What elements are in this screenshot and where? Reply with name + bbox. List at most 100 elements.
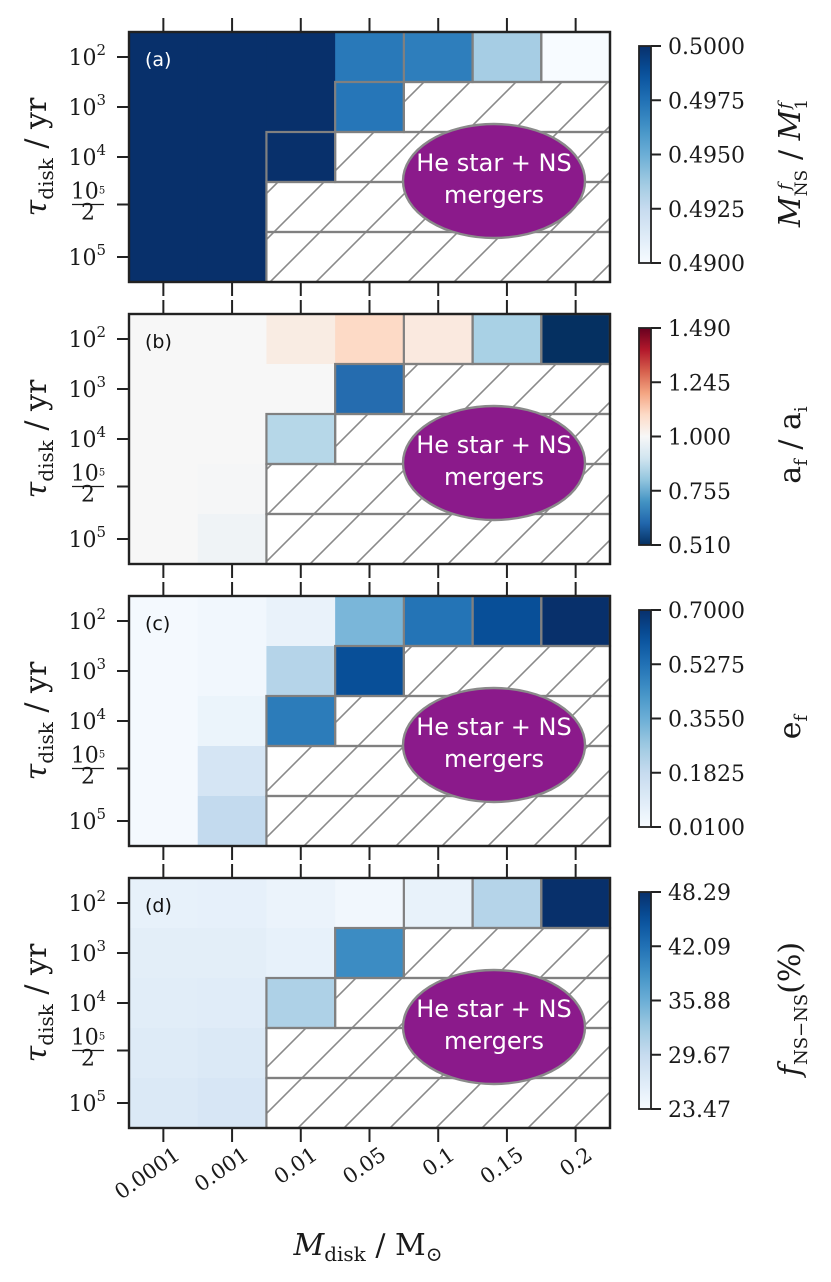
colorbar-tick-label: 1.245 — [668, 371, 731, 396]
colorbar-tick-label: 0.5275 — [668, 653, 745, 678]
panel-letter: (a) — [145, 49, 171, 71]
colorbar-tick-label: 1.000 — [668, 426, 731, 451]
heatmap-cell-r1-c3 — [335, 364, 405, 415]
colorbar-tick-label: 35.88 — [668, 990, 731, 1015]
y-tick-label-exponent: 4 — [96, 141, 106, 159]
colorbar-label-part: a — [773, 466, 808, 484]
heatmap-cell-r2-c0 — [129, 696, 199, 747]
heatmap-cell-r1-c1 — [197, 646, 268, 697]
colorbar-tick-label: 0.1825 — [668, 762, 745, 787]
heatmap-cell-r0-c0 — [129, 32, 199, 83]
colorbar-label-part: / a — [773, 412, 808, 459]
heatmap-cell-r3-c0 — [129, 182, 199, 233]
heatmap-cell-r1-c4 — [403, 928, 474, 979]
y-axis-title-subscript: disk — [34, 439, 58, 481]
heatmap-cell-r0-c2 — [266, 314, 336, 365]
heatmap-cell-r0-c1 — [197, 878, 268, 929]
heatmap-cell-r0-c5 — [472, 878, 542, 929]
y-tick-label: 102 — [68, 323, 106, 353]
y-tick-label-base: 10 — [68, 810, 96, 835]
merger-label-line-2: mergers — [444, 1027, 544, 1055]
heatmap-cell-r4-c4 — [403, 796, 474, 847]
y-tick-label-exponent: 5 — [99, 1032, 105, 1043]
y-tick-label-numerator: 105 — [71, 1026, 105, 1051]
heatmap-cell-r1-c1 — [197, 364, 268, 415]
y-tick-label-base: 10 — [68, 942, 96, 967]
heatmap-cell-r4-c6 — [541, 232, 611, 283]
y-tick-label-base: 10 — [68, 892, 96, 917]
panel-d: He star + NSmergers1021031041052105τdisk… — [19, 864, 812, 1142]
heatmap-cell-r1-c0 — [129, 364, 199, 415]
heatmap-cell-r0-c5 — [472, 314, 542, 365]
x-axis-title-sun: ⊙ — [426, 1242, 443, 1266]
heatmap-cell-r3-c1 — [197, 182, 268, 233]
colorbar-label: af / ai — [773, 406, 812, 484]
colorbar — [638, 891, 652, 1110]
y-tick-label-exponent: 3 — [96, 937, 106, 955]
heatmap-cell-r0-c6 — [541, 32, 611, 83]
heatmap-cell-r1-c0 — [129, 928, 199, 979]
heatmap-cell-r2-c1 — [197, 978, 268, 1029]
y-tick-label-exponent: 5 — [96, 241, 106, 259]
heatmap-cell-r2-c3 — [335, 978, 405, 1029]
y-tick-label-base: 10 — [68, 710, 96, 735]
heatmap-cell-r1-c0 — [129, 82, 199, 133]
merger-region: He star + NS mergers — [401, 686, 587, 804]
heatmap-cell-r3-c2 — [266, 746, 336, 797]
heatmap-cell-r0-c0 — [129, 878, 199, 929]
panel-c: He star + NSmergers1021031041052105τdisk… — [19, 582, 812, 860]
heatmap-cell-r4-c5 — [472, 796, 542, 847]
heatmap-cell-r4-c4 — [403, 1078, 474, 1129]
heatmap-cell-r4-c0 — [129, 232, 199, 283]
y-axis-title-subscript: disk — [34, 1003, 58, 1045]
y-tick-label-base: 10 — [68, 246, 96, 271]
y-tick-label-exponent: 2 — [96, 887, 106, 905]
colorbar-tick-label: 0.4950 — [668, 144, 745, 169]
heatmap-cell-r4-c1 — [197, 232, 268, 283]
heatmap-cell-r3-c3 — [335, 182, 405, 233]
colorbar-tick-label: 0.3550 — [668, 708, 745, 733]
colorbar-label-part: (%) — [773, 942, 808, 994]
y-tick-label-base: 10 — [68, 660, 96, 685]
y-tick-label-exponent: 4 — [96, 423, 106, 441]
heatmap-cell-r1-c4 — [403, 82, 474, 133]
y-tick-label-base: 10 — [71, 744, 99, 769]
panel-letter: (b) — [145, 331, 172, 353]
x-tick-label: 0.0001 — [110, 1142, 184, 1204]
colorbar-tick-label: 0.4900 — [668, 252, 745, 277]
x-tick-label: 0.001 — [190, 1142, 253, 1196]
heatmap-cell-r0-c2 — [266, 32, 336, 83]
y-tick-label-base: 10 — [68, 1092, 96, 1117]
heatmap-cells — [129, 314, 611, 565]
x-tick-label: 0.01 — [270, 1142, 322, 1188]
y-tick-label: 104 — [68, 705, 106, 735]
heatmap-cell-r0-c4 — [403, 596, 474, 647]
heatmap-cell-r1-c3 — [335, 646, 405, 697]
y-tick-label-denominator: 2 — [81, 765, 95, 790]
heatmap-cell-r1-c2 — [266, 646, 336, 697]
heatmap-cell-r4-c4 — [403, 232, 474, 283]
y-axis-title-units: / yr — [19, 379, 54, 440]
heatmap-cell-r2-c1 — [197, 414, 268, 465]
heatmap-cell-r4-c3 — [335, 232, 405, 283]
x-axis: 0.0001 0.001 0.01 0.05 0.1 0.15 0.2 Mdisk / M⊙ — [110, 1142, 596, 1266]
colorbar-label-sub: f — [791, 458, 812, 466]
merger-ellipse — [401, 686, 587, 804]
heatmap-cell-r3-c1 — [197, 464, 268, 515]
merger-label-line-1: He star + NS — [416, 149, 571, 177]
y-tick-label: 102 — [68, 41, 106, 71]
y-tick-label-base: 10 — [68, 528, 96, 553]
heatmap-cell-r4-c4 — [403, 514, 474, 565]
heatmap-cell-r3-c0 — [129, 464, 199, 515]
heatmap-cell-r0-c1 — [197, 32, 268, 83]
heatmap-cell-r4-c1 — [197, 796, 268, 847]
heatmap-cell-r2-c2 — [266, 978, 336, 1029]
colorbar — [638, 327, 652, 546]
heatmap-cell-r4-c2 — [266, 232, 336, 283]
merger-ellipse — [401, 968, 587, 1086]
heatmap-cell-r4-c3 — [335, 1078, 405, 1129]
colorbar-label-part: M — [773, 195, 808, 228]
heatmap-cell-r3-c1 — [197, 1028, 268, 1079]
heatmap-cell-r0-c1 — [197, 596, 268, 647]
heatmap-cell-r0-c6 — [541, 314, 611, 365]
